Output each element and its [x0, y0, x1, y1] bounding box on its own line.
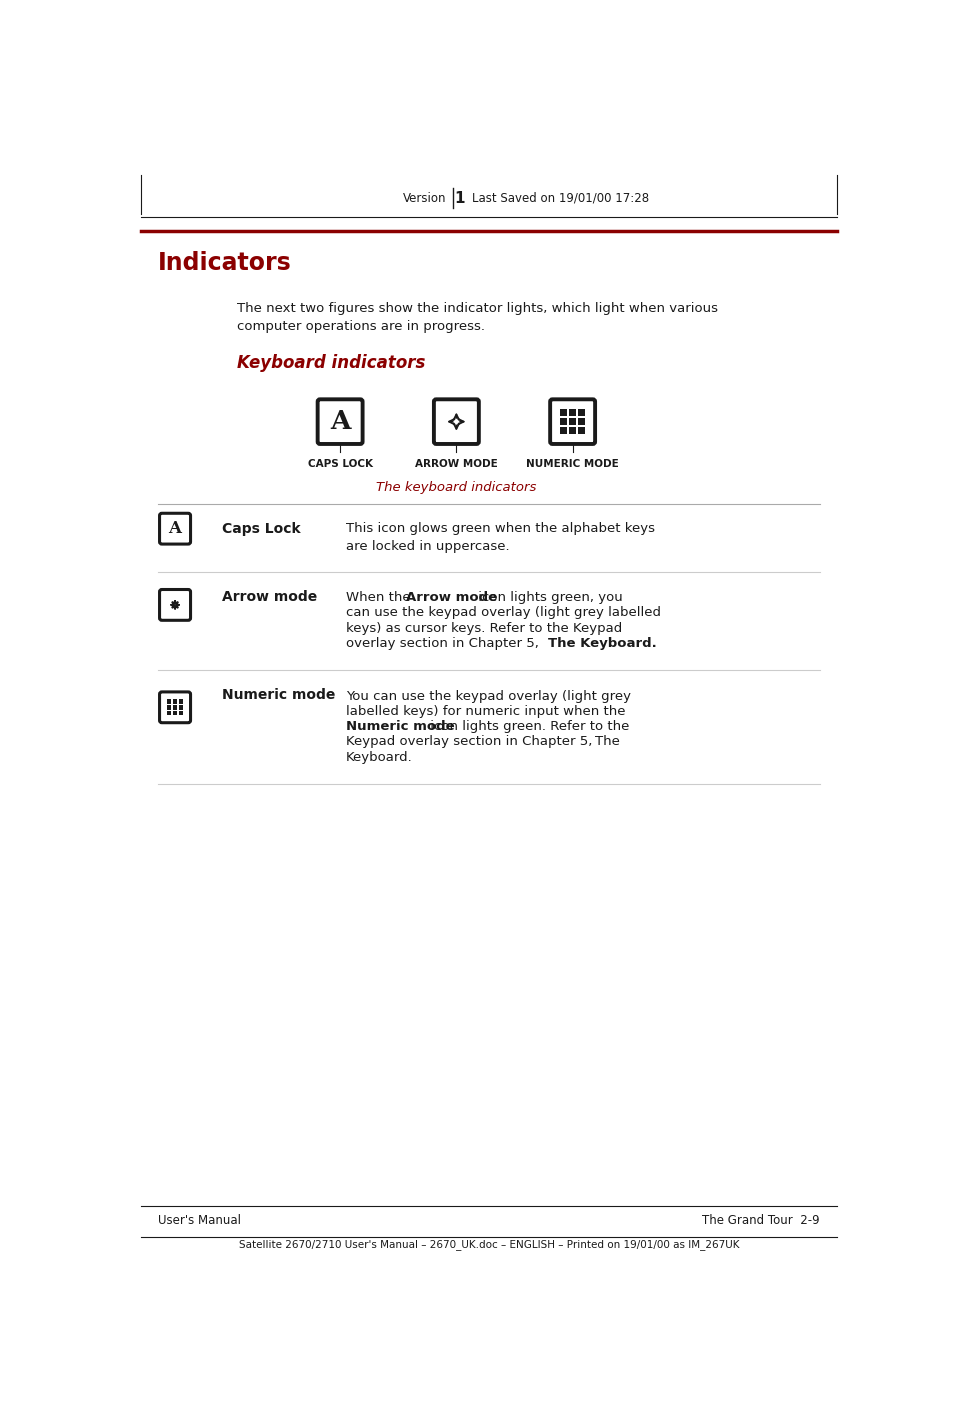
Bar [178, 699, 183, 703]
Text: ARROW MODE: ARROW MODE [415, 459, 497, 469]
Text: 1: 1 [454, 190, 464, 206]
Text: CAPS LOCK: CAPS LOCK [307, 459, 373, 469]
FancyBboxPatch shape [159, 513, 191, 544]
Bar [569, 427, 576, 434]
Text: icon lights green. Refer to the: icon lights green. Refer to the [426, 720, 629, 733]
FancyBboxPatch shape [317, 399, 362, 444]
FancyBboxPatch shape [434, 399, 478, 444]
FancyBboxPatch shape [159, 589, 191, 620]
Text: Keyboard.: Keyboard. [345, 751, 412, 764]
Text: User's Manual: User's Manual [158, 1213, 241, 1227]
FancyBboxPatch shape [159, 692, 191, 723]
Text: Arrow mode: Arrow mode [406, 590, 497, 604]
Text: labelled keys) for numeric input when the: labelled keys) for numeric input when th… [345, 704, 624, 717]
Bar [167, 699, 172, 703]
Text: Last Saved on 19/01/00 17:28: Last Saved on 19/01/00 17:28 [472, 192, 648, 204]
Bar [167, 712, 172, 716]
Text: This icon glows green when the alphabet keys
are locked in uppercase.: This icon glows green when the alphabet … [345, 521, 654, 554]
Bar [559, 409, 566, 416]
Text: Numeric mode: Numeric mode [345, 720, 454, 733]
Text: NUMERIC MODE: NUMERIC MODE [526, 459, 618, 469]
Bar [578, 418, 584, 426]
Text: A: A [330, 409, 350, 434]
Bar [172, 712, 177, 716]
Text: Version: Version [402, 192, 446, 204]
Text: You can use the keypad overlay (light grey: You can use the keypad overlay (light gr… [345, 689, 630, 703]
Text: A: A [169, 520, 181, 537]
Text: Keypad overlay section in Chapter 5,: Keypad overlay section in Chapter 5, [345, 735, 596, 748]
Bar [578, 427, 584, 434]
Text: Caps Lock: Caps Lock [221, 521, 300, 535]
Bar [178, 704, 183, 710]
Text: overlay section in Chapter 5,: overlay section in Chapter 5, [345, 637, 542, 650]
Text: keys) as cursor keys. Refer to the Keypad: keys) as cursor keys. Refer to the Keypa… [345, 621, 621, 634]
Bar [559, 427, 566, 434]
Bar [172, 704, 177, 710]
Text: Indicators: Indicators [158, 251, 292, 275]
Text: The Keyboard.: The Keyboard. [547, 637, 656, 650]
Bar [569, 409, 576, 416]
Bar [578, 409, 584, 416]
Text: can use the keypad overlay (light grey labelled: can use the keypad overlay (light grey l… [345, 606, 659, 620]
Text: Numeric mode: Numeric mode [221, 688, 335, 702]
Text: Arrow mode: Arrow mode [221, 589, 316, 603]
Bar [167, 704, 172, 710]
Text: The Grand Tour  2-9: The Grand Tour 2-9 [701, 1213, 819, 1227]
Text: The next two figures show the indicator lights, which light when various
compute: The next two figures show the indicator … [236, 302, 718, 333]
Text: Satellite 2670/2710 User's Manual – 2670_UK.doc – ENGLISH – Printed on 19/01/00 : Satellite 2670/2710 User's Manual – 2670… [238, 1240, 739, 1250]
Text: icon lights green, you: icon lights green, you [473, 590, 621, 604]
Bar [569, 418, 576, 426]
FancyBboxPatch shape [550, 399, 595, 444]
Text: When the: When the [345, 590, 414, 604]
Text: The: The [595, 735, 619, 748]
Text: Keyboard indicators: Keyboard indicators [236, 354, 425, 372]
Bar [178, 712, 183, 716]
Text: The keyboard indicators: The keyboard indicators [375, 480, 536, 493]
Bar [172, 699, 177, 703]
Bar [559, 418, 566, 426]
